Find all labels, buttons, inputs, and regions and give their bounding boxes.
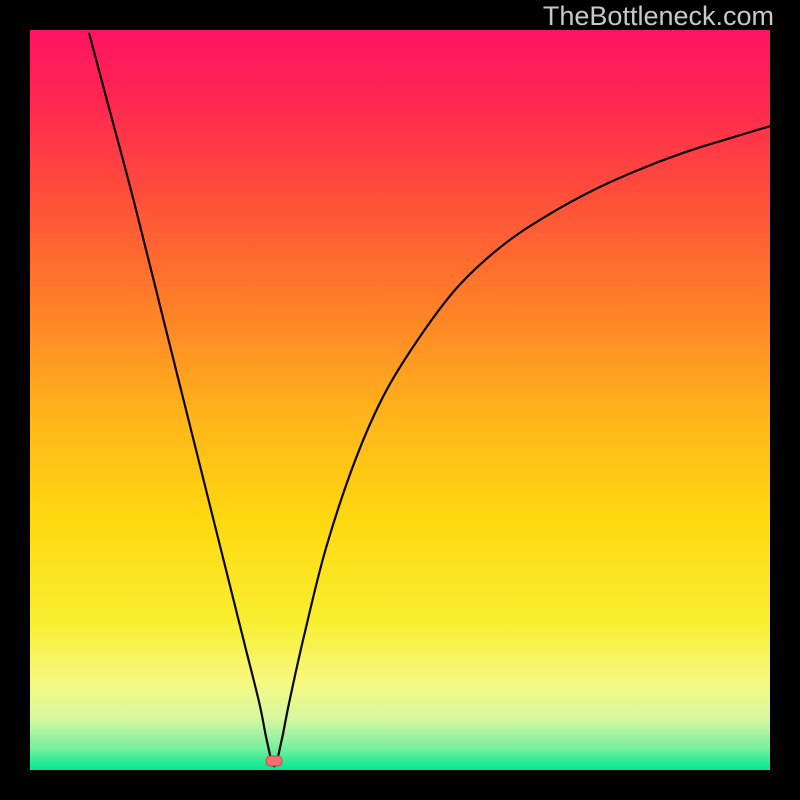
curve-layer [30, 30, 770, 770]
plot-area [30, 30, 770, 770]
optimum-marker [266, 756, 283, 767]
chart-container: TheBottleneck.com [0, 0, 800, 800]
watermark-text: TheBottleneck.com [543, 1, 774, 32]
bottleneck-curve [89, 34, 770, 767]
